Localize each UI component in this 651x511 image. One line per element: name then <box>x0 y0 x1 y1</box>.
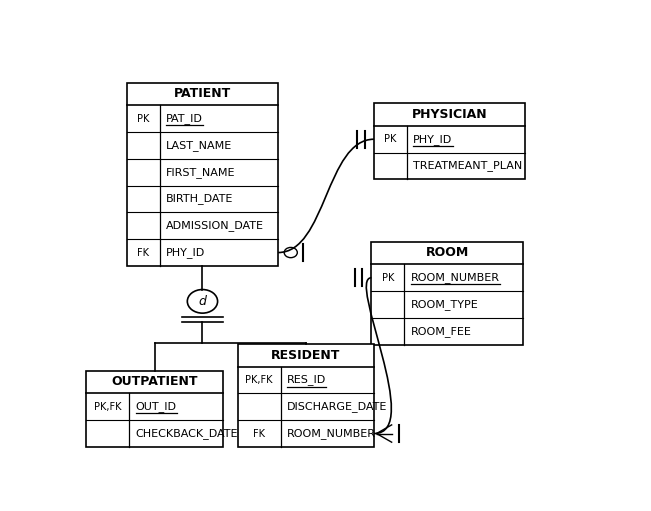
Text: PHY_ID: PHY_ID <box>413 134 452 145</box>
Text: PK,FK: PK,FK <box>94 402 122 412</box>
Text: OUTPATIENT: OUTPATIENT <box>111 376 198 388</box>
Text: PATIENT: PATIENT <box>174 87 231 101</box>
Text: ROOM_NUMBER: ROOM_NUMBER <box>287 428 376 439</box>
Text: PAT_ID: PAT_ID <box>166 113 203 124</box>
Bar <box>374 103 525 179</box>
Bar <box>372 242 523 344</box>
Bar <box>238 344 374 447</box>
Text: d: d <box>199 295 206 308</box>
Text: RES_ID: RES_ID <box>287 375 326 385</box>
Text: ROOM_TYPE: ROOM_TYPE <box>411 299 478 310</box>
Text: PK,FK: PK,FK <box>245 375 273 385</box>
Text: DISCHARGE_DATE: DISCHARGE_DATE <box>287 401 387 412</box>
Text: CHECKBACK_DATE: CHECKBACK_DATE <box>136 428 238 439</box>
Text: RESIDENT: RESIDENT <box>271 349 340 362</box>
Text: OUT_ID: OUT_ID <box>136 401 177 412</box>
Text: FK: FK <box>137 247 149 258</box>
Text: ROOM_NUMBER: ROOM_NUMBER <box>411 272 500 283</box>
Text: LAST_NAME: LAST_NAME <box>166 140 232 151</box>
Bar <box>87 370 223 447</box>
Text: ROOM: ROOM <box>426 246 469 260</box>
Text: BIRTH_DATE: BIRTH_DATE <box>166 194 234 204</box>
Text: ROOM_FEE: ROOM_FEE <box>411 326 472 337</box>
Text: PK: PK <box>137 114 149 124</box>
Text: PHYSICIAN: PHYSICIAN <box>412 108 488 121</box>
Text: ADMISSION_DATE: ADMISSION_DATE <box>166 220 264 231</box>
Text: PK: PK <box>381 273 394 283</box>
Text: FK: FK <box>253 429 265 438</box>
Text: TREATMEANT_PLAN: TREATMEANT_PLAN <box>413 160 523 171</box>
Bar <box>127 83 278 266</box>
Text: FIRST_NAME: FIRST_NAME <box>166 167 236 178</box>
Text: PHY_ID: PHY_ID <box>166 247 205 258</box>
Text: PK: PK <box>384 134 396 144</box>
